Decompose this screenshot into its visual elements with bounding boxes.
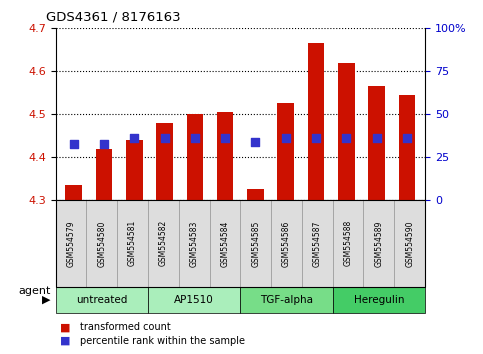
Point [342, 135, 350, 141]
Point [70, 141, 78, 147]
Text: TGF-alpha: TGF-alpha [260, 295, 313, 305]
Text: GSM554583: GSM554583 [190, 220, 199, 267]
Point [403, 135, 411, 141]
Bar [217, 112, 233, 200]
Point [312, 135, 320, 141]
Point [252, 139, 259, 145]
Text: GSM554587: GSM554587 [313, 220, 322, 267]
Point [161, 135, 169, 141]
Bar [126, 140, 142, 200]
Bar [308, 43, 325, 200]
Bar [96, 149, 113, 200]
Point [100, 141, 108, 147]
Text: GDS4361 / 8176163: GDS4361 / 8176163 [46, 11, 181, 24]
Text: GSM554586: GSM554586 [282, 220, 291, 267]
Text: AP1510: AP1510 [174, 295, 214, 305]
Point [221, 135, 229, 141]
Text: GSM554584: GSM554584 [220, 220, 229, 267]
Text: ▶: ▶ [42, 295, 51, 305]
Text: GSM554579: GSM554579 [67, 220, 75, 267]
Bar [398, 95, 415, 200]
Text: GSM554582: GSM554582 [159, 220, 168, 267]
Bar [277, 103, 294, 200]
Bar [186, 114, 203, 200]
Text: GSM554588: GSM554588 [343, 220, 353, 267]
Text: GSM554585: GSM554585 [251, 220, 260, 267]
Text: percentile rank within the sample: percentile rank within the sample [80, 336, 245, 346]
Bar [338, 63, 355, 200]
Bar [156, 123, 173, 200]
Text: GSM554590: GSM554590 [405, 220, 414, 267]
Text: untreated: untreated [76, 295, 128, 305]
Text: GSM554589: GSM554589 [374, 220, 384, 267]
Bar [247, 189, 264, 200]
Bar [368, 86, 385, 200]
Point [191, 135, 199, 141]
Text: transformed count: transformed count [80, 322, 170, 332]
Text: GSM554581: GSM554581 [128, 220, 137, 267]
Text: Heregulin: Heregulin [354, 295, 404, 305]
Text: ■: ■ [60, 322, 71, 332]
Text: agent: agent [18, 286, 51, 296]
Point [130, 135, 138, 141]
Point [373, 135, 381, 141]
Text: GSM554580: GSM554580 [97, 220, 106, 267]
Point [282, 135, 290, 141]
Text: ■: ■ [60, 336, 71, 346]
Bar [65, 185, 82, 200]
